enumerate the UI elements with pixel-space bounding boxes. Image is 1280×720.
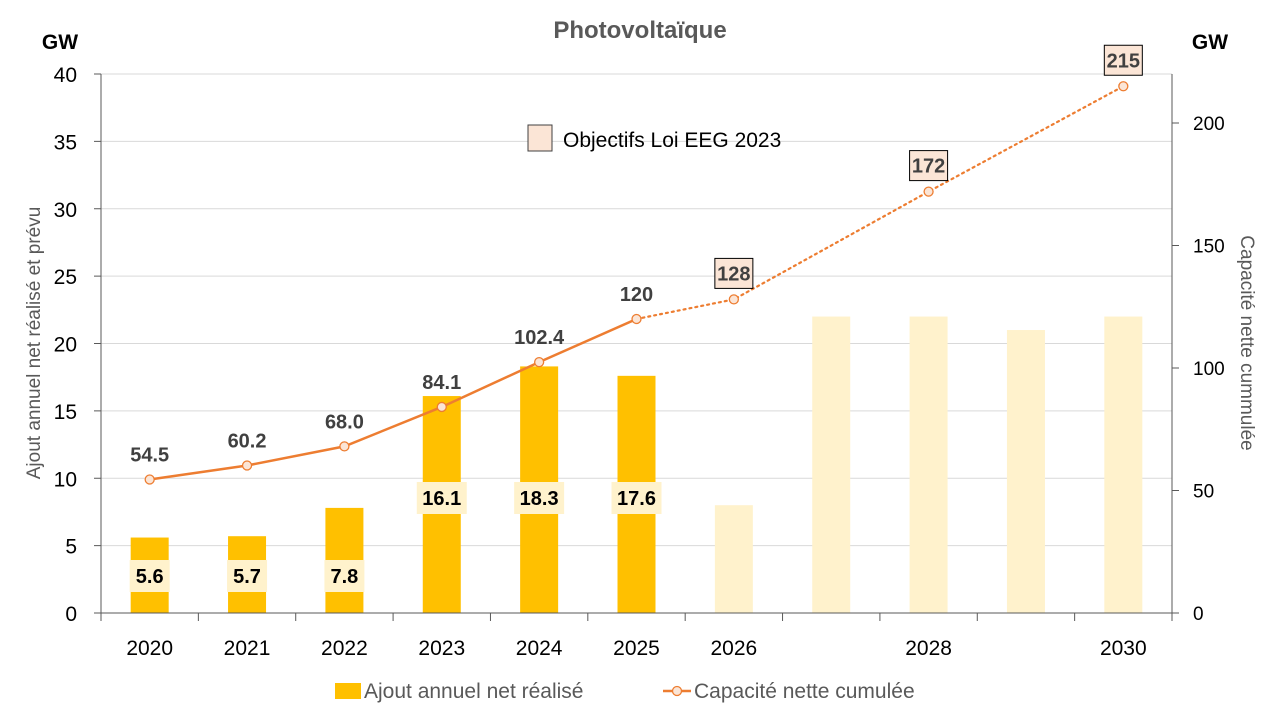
right-axis-unit: GW <box>1192 31 1228 54</box>
left-tick-label: 5 <box>65 536 77 559</box>
left-tick-label: 25 <box>54 266 77 289</box>
left-tick-label: 30 <box>54 199 77 222</box>
x-tick-label: 2023 <box>418 637 465 660</box>
legend-line-marker <box>671 685 683 697</box>
bar-target-2027 <box>812 316 851 613</box>
right-tick-label: 200 <box>1193 114 1225 135</box>
x-tick-label: 2026 <box>711 637 758 660</box>
line-actual <box>149 317 638 481</box>
x-tick-label: 2020 <box>126 637 173 660</box>
chart-title: Photovoltaïque <box>553 17 726 44</box>
point-target-2028 <box>923 186 934 197</box>
bar-label-2020: 5.6 <box>136 566 164 588</box>
bar-label-2022: 7.8 <box>331 566 359 588</box>
right-tick-label: 150 <box>1193 237 1225 258</box>
bar-target-2026 <box>714 505 753 613</box>
target-label-box-2028 <box>909 150 949 182</box>
target-legend: Objectifs Loi EEG 2023 <box>527 124 781 152</box>
legend-line-label: Capacité nette cumulée <box>694 680 915 703</box>
legend-bar-swatch <box>335 683 361 699</box>
left-axis-unit: GW <box>42 31 78 54</box>
legend: Ajout annuel net réalisé Capacité nette … <box>335 680 915 703</box>
x-tick-label: 2028 <box>905 637 952 660</box>
left-tick-label: 10 <box>54 468 77 491</box>
point-actual-2022 <box>339 441 350 452</box>
target-label-2028: 172 <box>912 156 945 178</box>
point-actual-2024 <box>533 356 545 368</box>
line-label-2021: 60.2 <box>228 431 267 453</box>
line-label-2025: 120 <box>620 284 653 306</box>
target-label-box-2030 <box>1103 44 1143 76</box>
right-tick-label: 50 <box>1193 482 1214 503</box>
bar-label-box-2023 <box>416 482 467 514</box>
point-actual-2023 <box>436 401 447 413</box>
bar-label-2025: 17.6 <box>617 488 656 510</box>
bar-target-2029 <box>1006 330 1045 613</box>
line-label-2023: 84.1 <box>422 372 461 394</box>
data-labels: 54.5 60.2 68.0 84.1 102.4 120 128 172 215 5.6 5.7 7… <box>129 44 1143 592</box>
target-legend-swatch <box>527 124 553 152</box>
target-legend-label: Objectifs Loi EEG 2023 <box>563 129 781 152</box>
bar-label-2024: 18.3 <box>520 488 559 510</box>
target-label-2026: 128 <box>717 263 750 285</box>
bar-series <box>130 316 1143 613</box>
line-series <box>144 81 1129 485</box>
bar-label-box-2025 <box>611 482 662 514</box>
bar-label-box-2021 <box>227 560 268 592</box>
bar-target-2030 <box>1104 316 1143 613</box>
bar-target-2028 <box>909 316 948 613</box>
x-tick-label: 2030 <box>1100 637 1147 660</box>
right-tick-label: 0 <box>1193 604 1204 625</box>
x-tick-label: 2021 <box>224 637 271 660</box>
line-label-2024: 102.4 <box>514 327 565 349</box>
line-label-2020: 54.5 <box>130 444 169 466</box>
line-target <box>635 85 1125 321</box>
right-tick-label: 100 <box>1193 359 1225 380</box>
x-tick-label: 2024 <box>516 637 563 660</box>
left-tick-label: 40 <box>54 64 77 87</box>
bar-label-box-2024 <box>514 482 565 514</box>
point-actual-2025 <box>631 313 642 325</box>
target-label-box-2026 <box>714 257 754 289</box>
right-axis-title: Capacité nette cummulée <box>1236 235 1257 450</box>
point-actual-2021 <box>241 460 253 471</box>
left-tick-label: 20 <box>54 334 77 357</box>
left-axis-title: Ajout annuel net réalisé et prévu <box>24 207 45 480</box>
bar-label-box-2020 <box>129 560 170 592</box>
x-tick-label: 2022 <box>321 637 368 660</box>
left-tick-label: 0 <box>65 603 77 626</box>
bar-label-box-2022 <box>324 560 365 592</box>
left-tick-label: 35 <box>54 131 77 154</box>
bar-label-2021: 5.7 <box>233 566 261 588</box>
line-label-2022: 68.0 <box>325 411 364 433</box>
x-tick-label: 2025 <box>613 637 660 660</box>
point-target-2030 <box>1118 81 1129 92</box>
bar-label-2023: 16.1 <box>422 488 461 510</box>
point-actual-2020 <box>144 474 155 485</box>
point-target-2026 <box>728 294 740 305</box>
left-tick-label: 15 <box>54 401 77 424</box>
target-label-2030: 215 <box>1107 50 1140 72</box>
legend-bar-label: Ajout annuel net réalisé <box>364 680 584 703</box>
